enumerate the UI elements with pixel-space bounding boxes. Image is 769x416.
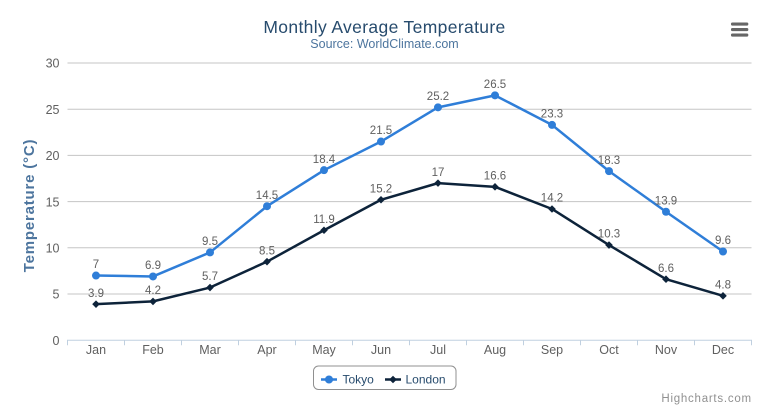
- svg-text:Monthly Average Temperature: Monthly Average Temperature: [263, 17, 505, 37]
- svg-text:8.5: 8.5: [259, 245, 275, 257]
- svg-text:3.9: 3.9: [88, 288, 104, 300]
- svg-text:Temperature (°C): Temperature (°C): [21, 139, 38, 273]
- svg-text:6.6: 6.6: [658, 263, 674, 275]
- svg-text:10: 10: [46, 242, 60, 256]
- svg-text:Source: WorldClimate.com: Source: WorldClimate.com: [310, 37, 458, 51]
- svg-text:25.2: 25.2: [427, 91, 449, 103]
- svg-text:Highcharts.com: Highcharts.com: [661, 393, 751, 405]
- svg-text:7: 7: [93, 259, 99, 271]
- svg-text:11.9: 11.9: [313, 214, 335, 226]
- svg-text:30: 30: [46, 57, 60, 71]
- svg-text:Jul: Jul: [430, 343, 446, 357]
- svg-text:London: London: [406, 373, 446, 387]
- svg-text:Sep: Sep: [541, 343, 563, 357]
- svg-text:0: 0: [53, 334, 60, 348]
- svg-text:17: 17: [432, 167, 445, 179]
- svg-text:10.3: 10.3: [598, 229, 620, 241]
- svg-text:23.3: 23.3: [541, 109, 563, 121]
- svg-text:4.2: 4.2: [145, 285, 161, 297]
- svg-text:5: 5: [53, 288, 60, 302]
- svg-text:Dec: Dec: [712, 343, 734, 357]
- svg-text:May: May: [312, 343, 336, 357]
- svg-text:9.6: 9.6: [715, 235, 731, 247]
- svg-text:6.9: 6.9: [145, 260, 161, 272]
- svg-text:26.5: 26.5: [484, 79, 506, 91]
- svg-text:25: 25: [46, 103, 60, 117]
- svg-text:Feb: Feb: [142, 343, 164, 357]
- svg-text:5.7: 5.7: [202, 271, 218, 283]
- svg-text:Jun: Jun: [371, 343, 391, 357]
- svg-text:15: 15: [46, 195, 60, 209]
- svg-text:18.3: 18.3: [598, 155, 620, 167]
- svg-text:Jan: Jan: [86, 343, 106, 357]
- svg-text:4.8: 4.8: [715, 280, 731, 292]
- svg-text:20: 20: [46, 149, 60, 163]
- svg-text:21.5: 21.5: [370, 125, 392, 137]
- svg-text:14.5: 14.5: [256, 190, 278, 202]
- svg-text:Aug: Aug: [484, 343, 506, 357]
- svg-text:16.6: 16.6: [484, 171, 506, 183]
- svg-text:18.4: 18.4: [313, 154, 336, 166]
- svg-text:15.2: 15.2: [370, 184, 392, 196]
- svg-text:14.2: 14.2: [541, 193, 563, 205]
- svg-text:Tokyo: Tokyo: [343, 373, 375, 387]
- svg-text:Oct: Oct: [599, 343, 619, 357]
- svg-text:Mar: Mar: [199, 343, 221, 357]
- svg-text:13.9: 13.9: [655, 196, 677, 208]
- svg-text:Nov: Nov: [655, 343, 678, 357]
- svg-text:9.5: 9.5: [202, 236, 218, 248]
- svg-text:Apr: Apr: [257, 343, 276, 357]
